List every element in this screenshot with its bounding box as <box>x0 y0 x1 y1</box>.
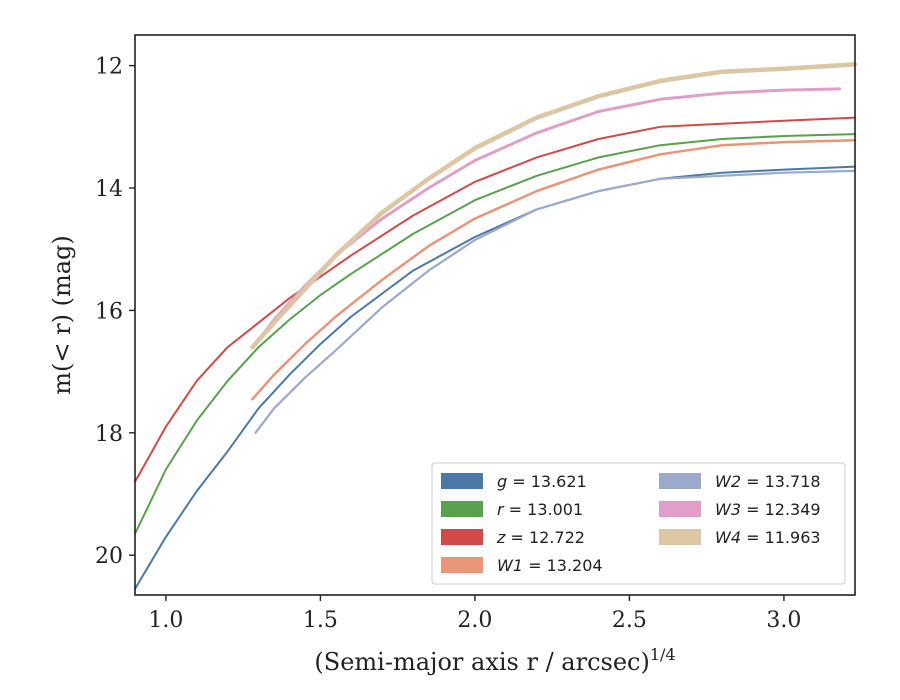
legend-swatch-g <box>441 473 483 489</box>
series-line-w3 <box>254 87 841 346</box>
legend-band: r <box>497 500 505 519</box>
legend-band: W2 <box>715 472 741 491</box>
x-tick-label: 1.5 <box>303 608 338 633</box>
legend-mag: = 11.963 <box>741 528 821 547</box>
x-axis-label: (Semi-major axis r / arcsec)1/4 <box>314 645 675 676</box>
series-line-z <box>134 116 856 483</box>
legend-band: W3 <box>715 500 741 519</box>
y-tick-label: 16 <box>95 299 123 324</box>
legend-label-w2: W2 = 13.718 <box>715 472 821 491</box>
x-axis-ticks: 1.0 1.5 2.0 2.5 3.0 <box>148 595 801 633</box>
legend-label-z: z = 12.722 <box>496 528 585 547</box>
legend-band: z <box>496 528 506 547</box>
plot-frame <box>134 34 856 596</box>
y-tick-label: 20 <box>95 544 123 569</box>
series-line-w4 <box>250 62 858 350</box>
legend-mag: = 13.204 <box>523 556 603 575</box>
x-axis-label-exponent: 1/4 <box>650 645 676 664</box>
series-lines <box>134 62 858 590</box>
legend-label-w4: W4 = 11.963 <box>715 528 821 547</box>
legend-label-w1: W1 = 13.204 <box>497 556 603 575</box>
x-tick-label: 2.0 <box>457 608 492 633</box>
legend-mag: = 13.001 <box>504 500 584 519</box>
legend-mag: = 12.722 <box>505 528 585 547</box>
legend-band: g <box>497 472 507 491</box>
series-line-w1 <box>251 139 857 401</box>
legend-swatch-w3 <box>659 501 701 517</box>
x-axis-label-main: (Semi-major axis r / arcsec) <box>314 648 649 676</box>
legend-band: W4 <box>715 528 741 547</box>
legend-swatch-w2 <box>659 473 701 489</box>
y-tick-label: 18 <box>95 422 123 447</box>
legend-mag: = 12.349 <box>741 500 821 519</box>
legend-swatch-z <box>441 529 483 545</box>
x-tick-label: 1.0 <box>148 608 183 633</box>
series-line-w2 <box>254 169 857 434</box>
legend-box <box>431 462 846 585</box>
series-line-g <box>134 165 856 590</box>
legend-swatch-w1 <box>441 557 483 573</box>
y-tick-label: 14 <box>95 177 123 202</box>
legend-swatch-w4 <box>659 529 701 545</box>
series-line-r <box>134 133 856 535</box>
legend-swatch-r <box>441 501 483 517</box>
legend-band: W1 <box>497 556 523 575</box>
y-axis-ticks: 12 14 16 18 20 <box>95 55 135 569</box>
legend-label-r: r = 13.001 <box>497 500 583 519</box>
legend-mag: = 13.718 <box>741 472 821 491</box>
y-axis-label: m(< r) (mag) <box>48 235 76 394</box>
legend-label-g: g = 13.621 <box>497 472 587 491</box>
legend-mag: = 13.621 <box>507 472 587 491</box>
x-tick-label: 3.0 <box>766 608 801 633</box>
legend-label-w3: W3 = 12.349 <box>715 500 821 519</box>
x-tick-label: 2.5 <box>612 608 647 633</box>
y-tick-label: 12 <box>95 55 123 80</box>
